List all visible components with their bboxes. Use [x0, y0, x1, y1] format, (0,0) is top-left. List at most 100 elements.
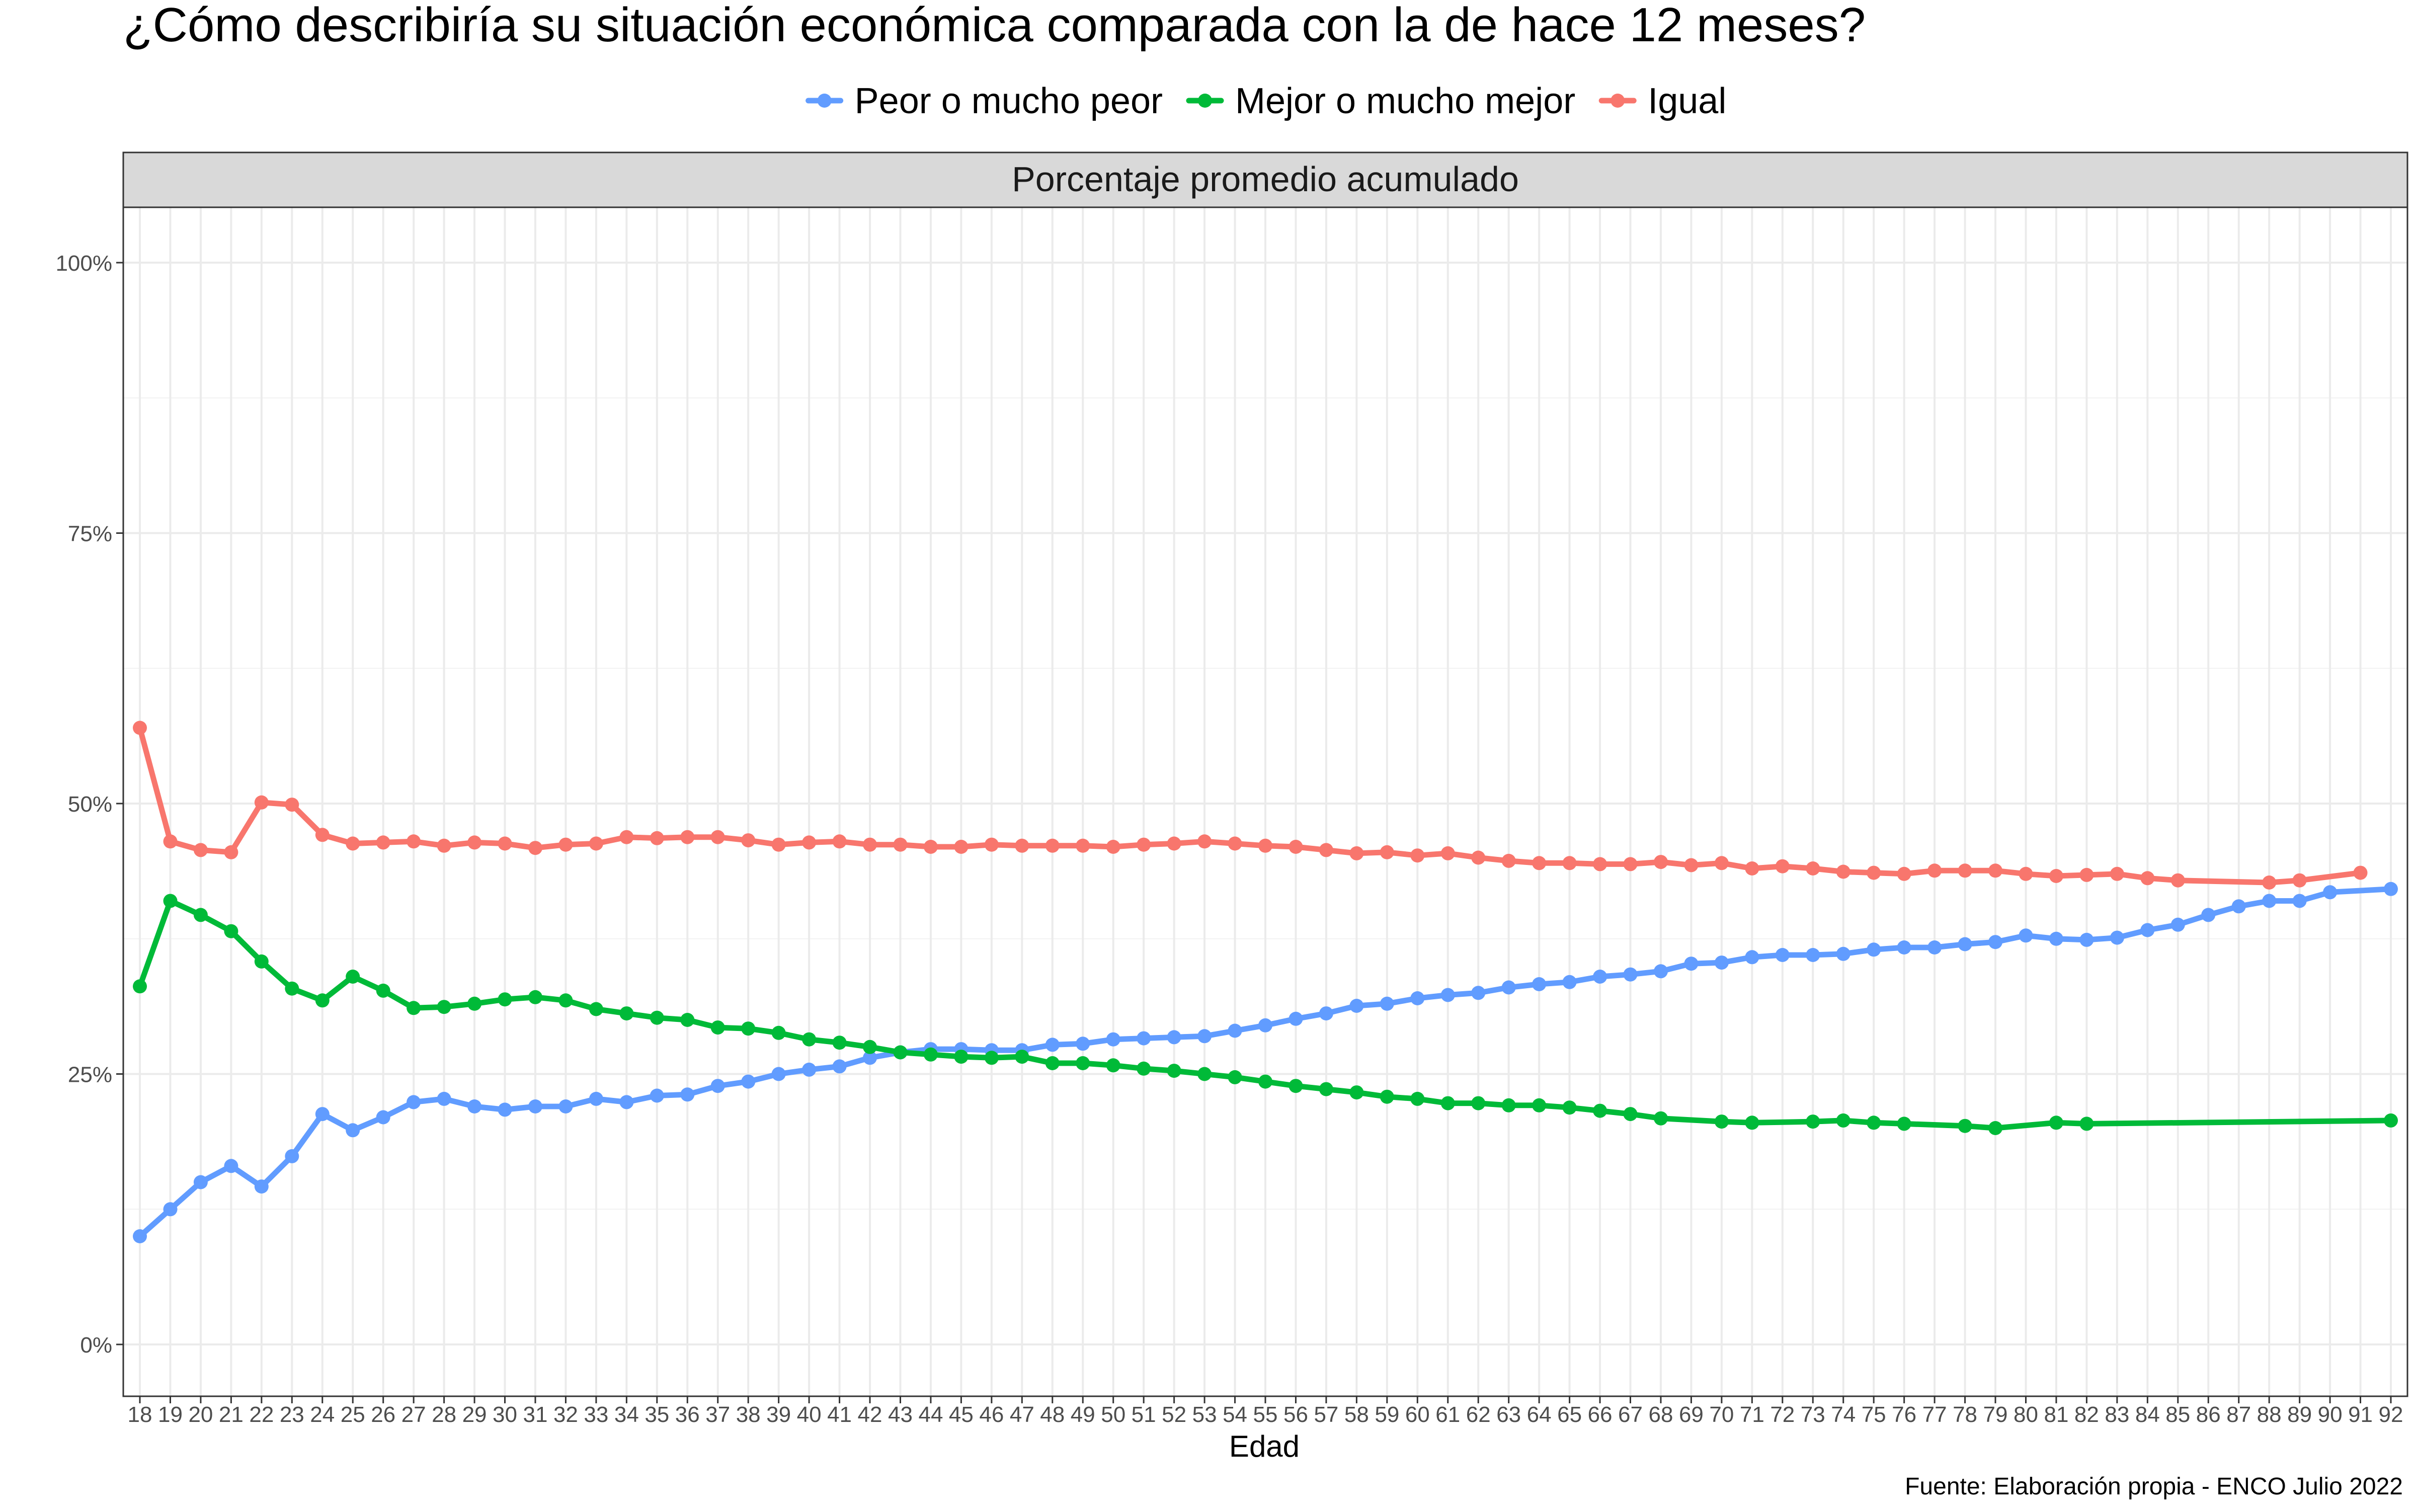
x-tick-label: 79 [1983, 1402, 2008, 1427]
data-point [315, 1107, 330, 1122]
x-tick-label: 43 [888, 1402, 913, 1427]
data-point [1593, 1103, 1607, 1118]
x-tick-label: 44 [918, 1402, 943, 1427]
data-point [1623, 1107, 1638, 1122]
data-point [1623, 857, 1638, 871]
data-point [346, 1123, 360, 1138]
x-tick-label: 39 [766, 1402, 791, 1427]
x-tick-label: 42 [858, 1402, 882, 1427]
x-tick-label: 65 [1557, 1402, 1582, 1427]
x-tick-label: 38 [736, 1402, 761, 1427]
x-tick-label: 50 [1101, 1402, 1125, 1427]
data-point [1349, 999, 1364, 1013]
data-point [1440, 846, 1455, 860]
x-tick-label: 71 [1740, 1402, 1764, 1427]
data-point [680, 1087, 695, 1102]
data-point [1471, 850, 1486, 865]
x-tick-label: 19 [158, 1402, 183, 1427]
data-point [1258, 1018, 1272, 1032]
x-axis-label: Edad [1229, 1429, 1300, 1463]
data-point [1410, 991, 1425, 1005]
x-tick-label: 36 [675, 1402, 700, 1427]
x-tick-label: 30 [493, 1402, 517, 1427]
x-tick-label: 62 [1466, 1402, 1491, 1427]
data-point [2110, 930, 2124, 945]
x-tick-label: 51 [1132, 1402, 1156, 1427]
x-tick-label: 46 [979, 1402, 1004, 1427]
data-point [2201, 908, 2216, 922]
x-tick-label: 85 [2165, 1402, 2190, 1427]
x-tick-label: 69 [1679, 1402, 1704, 1427]
x-tick-label: 64 [1527, 1402, 1552, 1427]
x-tick-label: 34 [614, 1402, 639, 1427]
data-point [1593, 970, 1607, 984]
data-point [1167, 836, 1181, 851]
data-point [650, 1010, 664, 1025]
data-point [2323, 885, 2338, 900]
x-tick-label: 33 [584, 1402, 608, 1427]
data-point [346, 836, 360, 851]
data-point [346, 970, 360, 984]
data-point [1745, 950, 1759, 965]
data-point [2079, 1117, 2094, 1131]
gridlines [123, 207, 2407, 1396]
data-point [1714, 1115, 1729, 1129]
y-tick-label: 50% [68, 792, 112, 817]
data-point [832, 1036, 847, 1050]
data-point [1927, 940, 1942, 954]
data-point [467, 1099, 482, 1113]
data-point [1836, 946, 1850, 961]
data-point [589, 1002, 603, 1016]
data-point [2079, 867, 2094, 882]
data-point [1501, 980, 1516, 995]
x-tick-label: 29 [462, 1402, 487, 1427]
x-tick-label: 61 [1435, 1402, 1460, 1427]
data-point [1623, 967, 1638, 982]
data-point [1197, 834, 1212, 849]
data-point [407, 1001, 421, 1015]
data-point [1867, 942, 1881, 957]
facet-label: Porcentaje promedio acumulado [1012, 160, 1519, 199]
data-point [1106, 840, 1120, 854]
x-tick-label: 52 [1162, 1402, 1186, 1427]
x-tick-label: 91 [2348, 1402, 2373, 1427]
data-point [163, 1202, 178, 1217]
data-point [2049, 1116, 2063, 1130]
data-point [1076, 1037, 1090, 1051]
data-point [1289, 1011, 1303, 1026]
data-point [193, 843, 208, 857]
y-tick-label: 100% [55, 251, 112, 276]
x-tick-label: 25 [341, 1402, 365, 1427]
x-tick-label: 40 [797, 1402, 822, 1427]
data-point [1501, 1098, 1516, 1112]
x-tick-label: 58 [1344, 1402, 1369, 1427]
x-tick-label: 18 [128, 1402, 152, 1427]
data-point [1562, 856, 1577, 870]
x-tick-label: 27 [401, 1402, 426, 1427]
data-point [558, 837, 573, 852]
x-tick-label: 87 [2226, 1402, 2251, 1427]
data-point [1045, 838, 1060, 853]
x-tick-label: 74 [1831, 1402, 1856, 1427]
legend-key-point [817, 94, 832, 108]
data-point [285, 1149, 299, 1163]
data-point [1867, 865, 1881, 880]
data-point [407, 1095, 421, 1109]
data-point [1532, 856, 1547, 870]
x-tick-label: 66 [1588, 1402, 1613, 1427]
x-tick-label: 35 [645, 1402, 669, 1427]
data-point [1228, 1070, 1242, 1084]
data-point [1289, 1079, 1303, 1093]
data-point [2049, 869, 2063, 883]
x-tick-label: 92 [2379, 1402, 2403, 1427]
series-2 [133, 721, 2368, 890]
data-point [528, 841, 542, 855]
x-tick-label: 28 [432, 1402, 456, 1427]
data-point [1197, 1067, 1212, 1081]
data-point [163, 834, 178, 849]
x-tick-label: 88 [2257, 1402, 2282, 1427]
data-point [1015, 1050, 1029, 1064]
x-tick-label: 84 [2135, 1402, 2160, 1427]
data-point [1167, 1030, 1181, 1045]
